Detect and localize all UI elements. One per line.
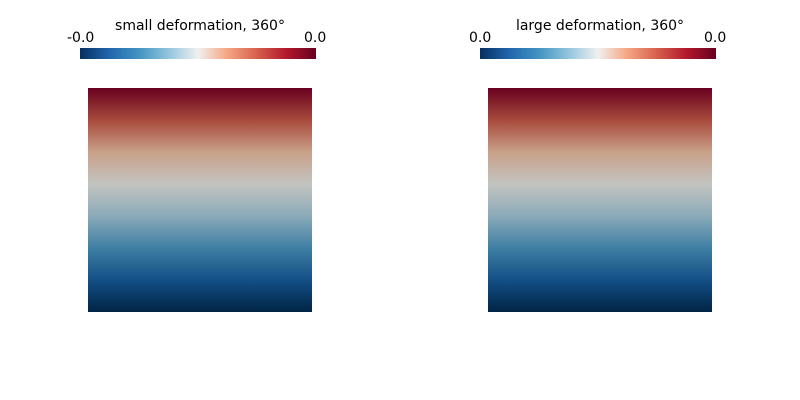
colorbar-max-label: 0.0 xyxy=(304,30,327,46)
deformation-field-plot xyxy=(488,88,712,312)
colorbar xyxy=(480,48,716,59)
colorbar xyxy=(80,48,316,59)
colorbar-max-label: 0.0 xyxy=(704,30,727,46)
colorbar-min-label: -0.0 xyxy=(67,30,95,46)
deformation-field-plot xyxy=(88,88,312,312)
colorbar-title: small deformation, 360° xyxy=(115,18,285,34)
colorbar-min-label: 0.0 xyxy=(469,30,492,46)
colorbar-title: large deformation, 360° xyxy=(515,18,685,34)
right-panel-large-deformation: large deformation, 360° 0.0 0.0 xyxy=(400,0,800,400)
left-panel-small-deformation: small deformation, 360° -0.0 0.0 xyxy=(67,18,327,312)
